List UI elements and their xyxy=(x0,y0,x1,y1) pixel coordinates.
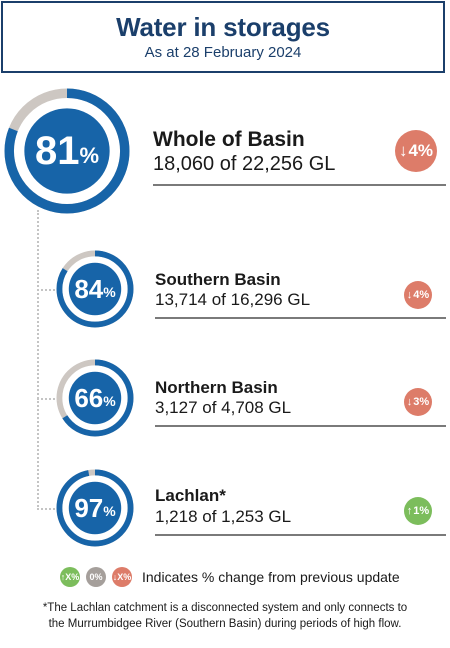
footnote: *The Lachlan catchment is a disconnected… xyxy=(0,600,450,632)
southern-basin-change-value: 4% xyxy=(413,289,430,301)
ring-fill-arc xyxy=(56,250,134,328)
whole-basin-volume: 18,060 of 22,256 GL xyxy=(153,153,336,175)
northern-basin-change-value: 3% xyxy=(413,396,430,408)
southern-basin-ring: 84% xyxy=(56,250,134,328)
down-arrow-icon: ↓ xyxy=(406,396,413,408)
lachlan-divider xyxy=(155,534,446,536)
page-subtitle: As at 28 February 2024 xyxy=(144,44,302,61)
northern-basin-name: Northern Basin xyxy=(155,378,278,397)
ring-inner-disc xyxy=(68,481,122,535)
northern-basin-percent-symbol: % xyxy=(103,393,116,409)
ring-inner-disc xyxy=(68,371,122,425)
connector-vertical xyxy=(37,210,39,510)
ring-fill-arc xyxy=(56,469,134,547)
whole-basin-name: Whole of Basin xyxy=(153,128,305,151)
legend-no-change-badge: 0% xyxy=(86,567,106,587)
southern-basin-volume: 13,714 of 16,296 GL xyxy=(155,290,311,309)
northern-basin-percent-value: 66 xyxy=(74,382,104,413)
lachlan-change-badge: ↑ 1% xyxy=(404,497,432,525)
down-arrow-icon: ↓ xyxy=(398,141,408,160)
ring-inner-disc xyxy=(68,262,122,316)
northern-basin-ring-graphic xyxy=(56,359,134,437)
southern-basin-change-badge: ↓ 4% xyxy=(404,281,432,309)
up-arrow-icon: ↑ xyxy=(406,505,413,517)
whole-basin-change-badge: ↓ 4% xyxy=(395,130,437,172)
lachlan-ring: 97% xyxy=(56,469,134,547)
lachlan-change-value: 1% xyxy=(413,505,430,517)
footnote-line-2: the Murrumbidgee River (Southern Basin) … xyxy=(48,618,402,630)
southern-basin-percent-value: 84 xyxy=(74,273,104,304)
legend-decrease-badge: ↓X% xyxy=(112,567,132,587)
whole-basin-divider xyxy=(153,184,446,186)
northern-basin-percent: 66% xyxy=(56,359,134,437)
whole-basin-change-value: 4% xyxy=(408,141,434,160)
northern-basin-ring: 66% xyxy=(56,359,134,437)
ring-fill-arc xyxy=(4,88,130,214)
southern-basin-ring-graphic xyxy=(56,250,134,328)
ring-inner-disc xyxy=(24,108,110,194)
northern-basin-divider xyxy=(155,425,446,427)
southern-basin-percent-symbol: % xyxy=(103,284,116,300)
southern-basin-divider xyxy=(155,317,446,319)
lachlan-percent-symbol: % xyxy=(103,503,116,519)
whole-basin-percent-symbol: % xyxy=(79,143,100,168)
connector-northern xyxy=(37,398,59,400)
northern-basin-change-badge: ↓ 3% xyxy=(404,388,432,416)
lachlan-volume: 1,218 of 1,253 GL xyxy=(155,507,292,526)
down-arrow-icon: ↓ xyxy=(406,289,413,301)
page-title: Water in storages xyxy=(116,12,330,42)
lachlan-percent: 97% xyxy=(56,469,134,547)
whole-basin-percent: 81% xyxy=(4,88,130,214)
lachlan-name: Lachlan* xyxy=(155,486,226,505)
lachlan-percent-value: 97 xyxy=(74,492,104,523)
legend: ↑X% 0% ↓X% Indicates % change from previ… xyxy=(60,566,400,588)
connector-southern xyxy=(37,289,59,291)
whole-basin-ring-graphic xyxy=(4,88,130,214)
legend-increase-badge: ↑X% xyxy=(60,567,80,587)
southern-basin-percent: 84% xyxy=(56,250,134,328)
whole-basin-ring: 81% xyxy=(4,88,130,214)
connector-lachlan xyxy=(37,508,59,510)
whole-basin-percent-value: 81 xyxy=(34,128,80,173)
southern-basin-name: Southern Basin xyxy=(155,270,281,289)
header-box: Water in storages As at 28 February 2024 xyxy=(1,1,445,73)
footnote-line-1: *The Lachlan catchment is a disconnected… xyxy=(42,602,408,614)
northern-basin-volume: 3,127 of 4,708 GL xyxy=(155,398,292,417)
lachlan-ring-graphic xyxy=(56,469,134,547)
legend-text: Indicates % change from previous update xyxy=(142,569,400,585)
ring-fill-arc xyxy=(56,359,134,437)
